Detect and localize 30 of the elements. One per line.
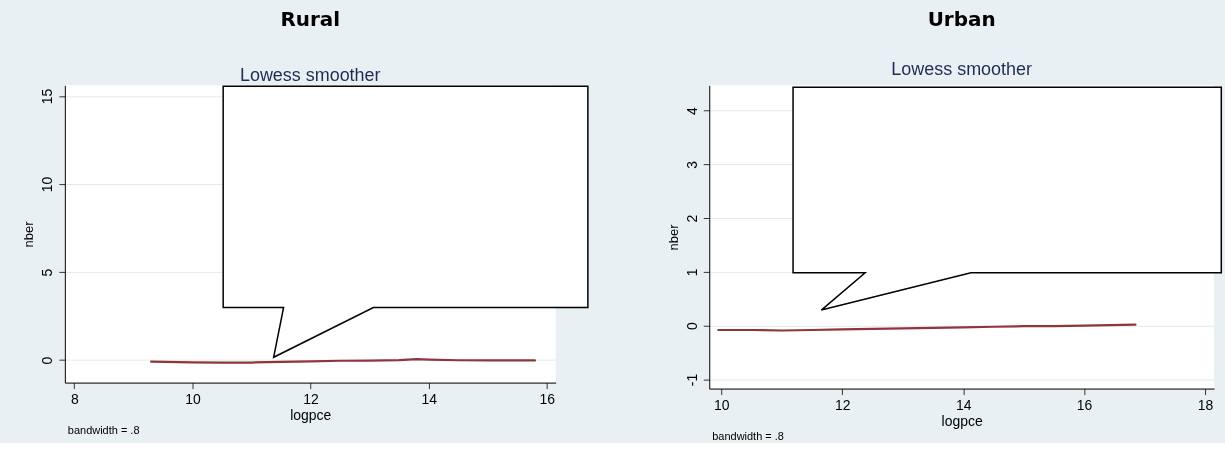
x-tick-label: 14 — [421, 391, 438, 408]
x-tick-label: 16 — [1076, 397, 1093, 414]
chart-title: Urban — [927, 7, 996, 32]
chart-title: Rural — [280, 7, 341, 32]
y-tick-label: 5 — [39, 268, 56, 277]
chart-subtitle: Lowess smoother — [891, 59, 1032, 80]
y-tick-label: 10 — [39, 176, 56, 193]
x-tick-label: 8 — [70, 391, 79, 408]
y-tick-label: 15 — [39, 88, 56, 105]
x-tick-label: 10 — [185, 391, 201, 408]
x-axis-title: logpce — [290, 407, 332, 424]
y-tick-label: -1 — [683, 373, 700, 387]
y-tick-label: 0 — [39, 356, 56, 365]
y-tick-label: 2 — [683, 214, 700, 223]
text: bandwidth = .8 — [712, 430, 784, 443]
y-tick-label: 3 — [683, 160, 700, 169]
x-tick-label: 16 — [539, 391, 556, 408]
x-tick-label: 18 — [1197, 397, 1214, 414]
x-tick-label: 12 — [834, 397, 851, 414]
y-axis-title: nber — [665, 223, 681, 251]
x-tick-label: 14 — [955, 397, 972, 414]
x-tick-label: 12 — [303, 391, 320, 408]
y-axis-title: nber — [21, 220, 37, 248]
x-tick-label: 10 — [714, 397, 730, 414]
x-axis-title: logpce — [941, 413, 983, 429]
y-tick-label: 0 — [683, 322, 700, 331]
y-tick-label: 4 — [683, 106, 700, 115]
text: bandwidth = .8 — [67, 424, 140, 437]
chart-subtitle: Lowess smoother — [239, 65, 381, 86]
y-tick-label: 1 — [683, 268, 700, 277]
